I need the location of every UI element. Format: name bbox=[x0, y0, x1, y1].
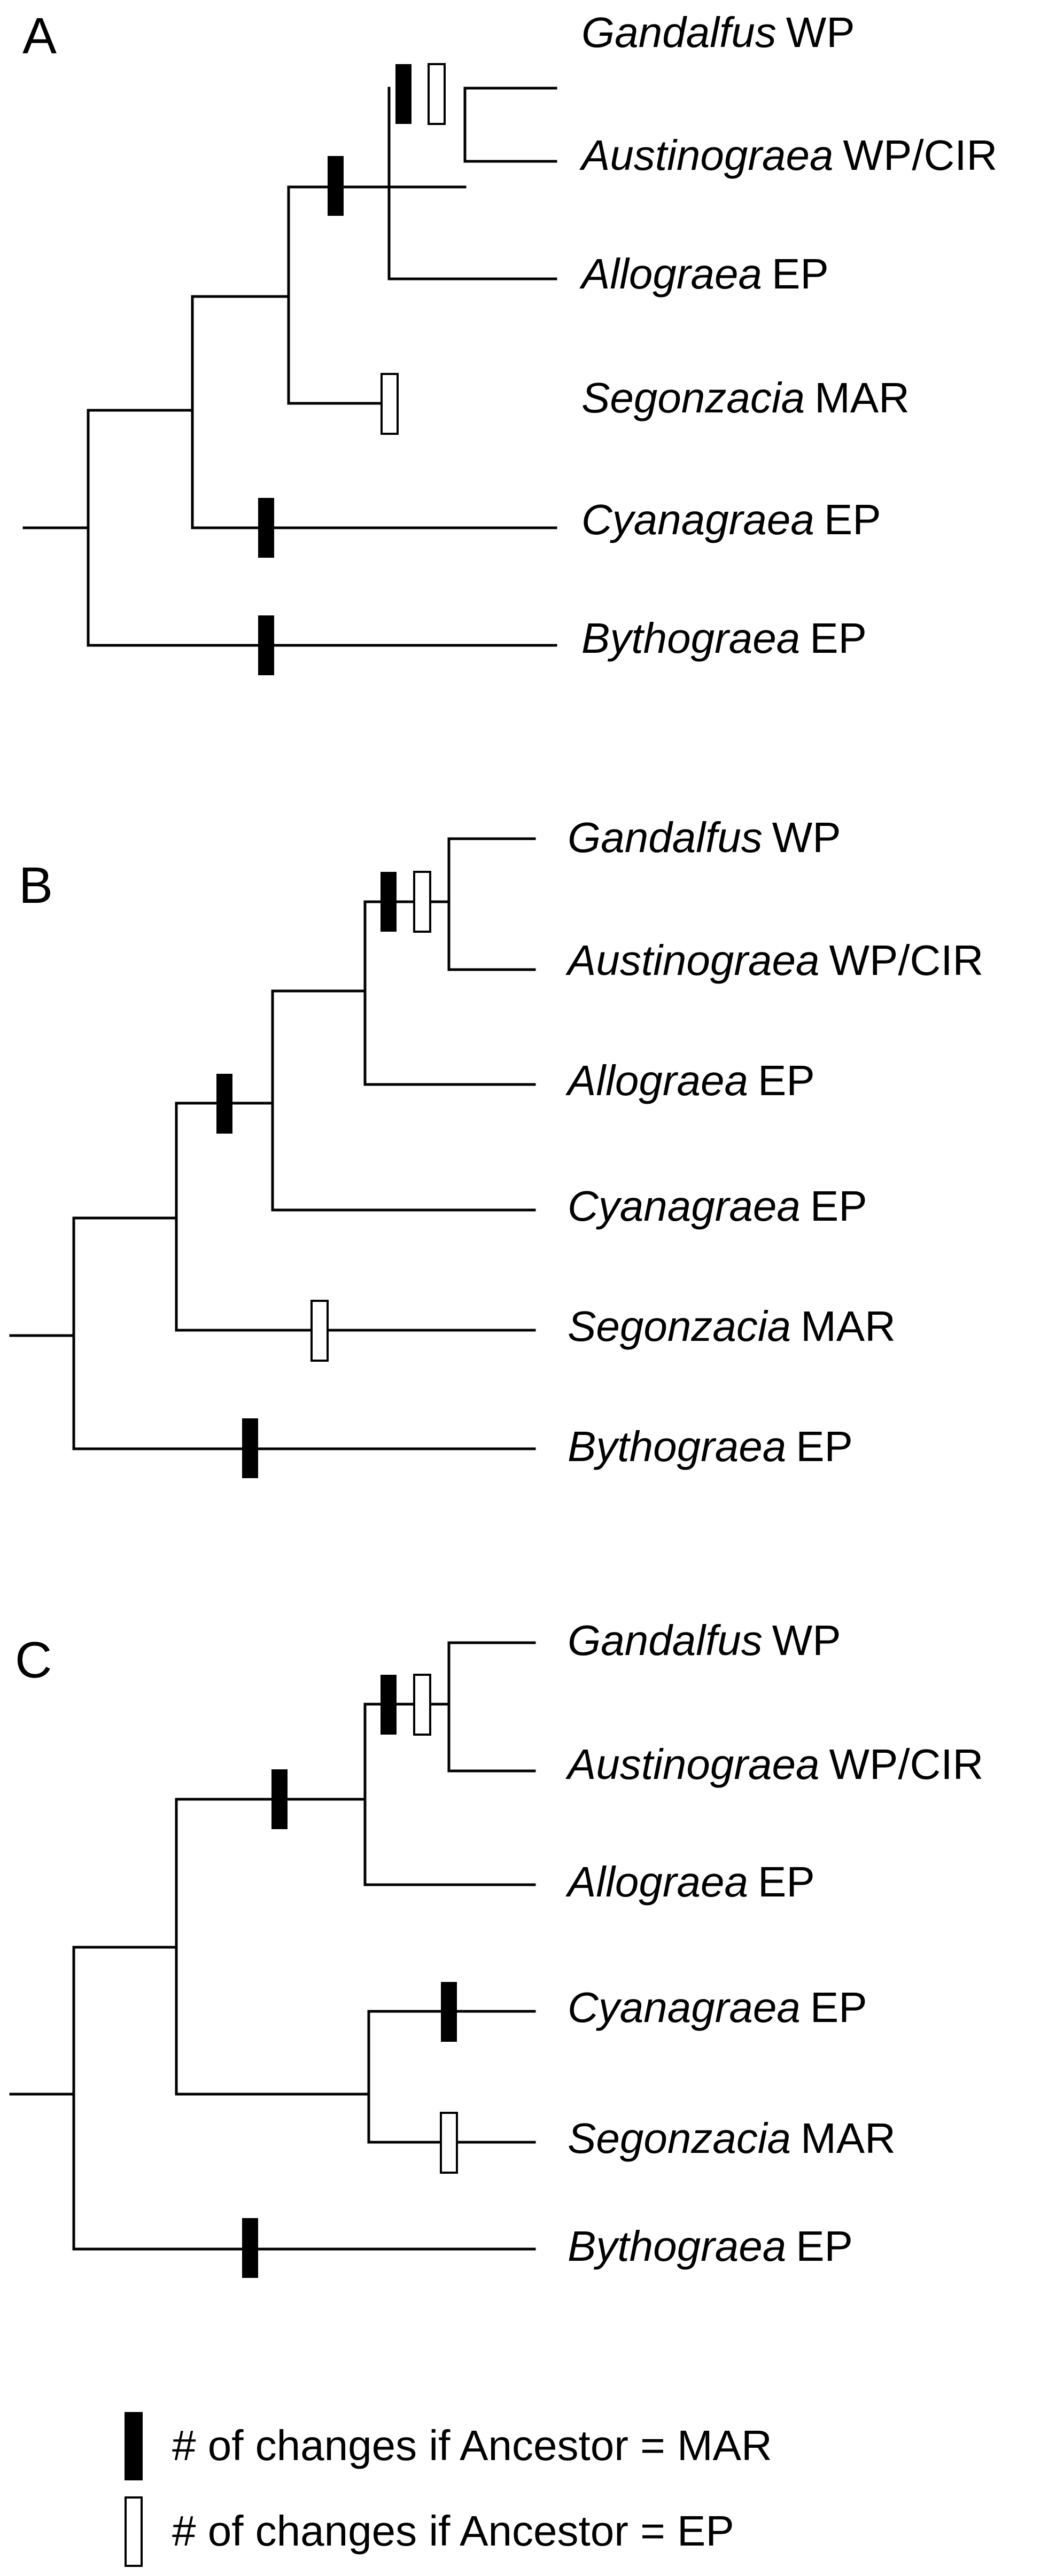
ep-change-marker bbox=[428, 63, 446, 125]
panel-label-a: A bbox=[22, 7, 57, 65]
mar-change-marker bbox=[258, 498, 274, 558]
tree-b-taxa: Gandalfus WP Austinograea WP/CIR Allograea… bbox=[565, 814, 983, 1470]
ep-change-marker bbox=[413, 1674, 431, 1736]
taxon-label: Cyanagraea EP bbox=[568, 1182, 867, 1230]
mar-change-marker bbox=[441, 1982, 457, 2042]
taxon-label: Segonzacia MAR bbox=[568, 1302, 896, 1350]
mar-change-marker bbox=[258, 615, 274, 675]
tree-b-branches bbox=[9, 837, 536, 1450]
tree-b-markers bbox=[216, 871, 431, 1478]
taxon-label: Bythograea EP bbox=[568, 1423, 853, 1470]
tree-a-taxa: Gandalfus WP Austinograea WP/CIR Allograea… bbox=[579, 9, 997, 662]
panel-label-b: B bbox=[19, 857, 53, 914]
taxon-label: Austinograea WP/CIR bbox=[565, 936, 983, 984]
panel-c: C Gandalfus W bbox=[9, 1617, 983, 2278]
mar-change-marker bbox=[381, 1675, 397, 1735]
mar-change-marker bbox=[216, 1074, 232, 1134]
ep-change-marker bbox=[310, 1300, 329, 1362]
taxon-label: Segonzacia MAR bbox=[568, 2114, 896, 2162]
mar-change-marker bbox=[381, 872, 397, 932]
mar-change-marker bbox=[125, 2412, 143, 2480]
taxon-label: Gandalfus WP bbox=[581, 9, 855, 56]
mar-change-marker bbox=[395, 64, 411, 124]
taxon-label: Cyanagraea EP bbox=[581, 496, 881, 543]
panel-b: B Gandalfus WP bbox=[9, 814, 983, 1478]
mar-change-marker bbox=[271, 1769, 288, 1829]
tree-a-branches bbox=[22, 87, 557, 647]
mar-change-marker bbox=[328, 156, 344, 216]
tree-c-taxa: Gandalfus WP Austinograea WP/CIR Allograea… bbox=[565, 1617, 983, 2270]
taxon-label: Bythograea EP bbox=[568, 2222, 853, 2270]
ep-change-marker bbox=[440, 2112, 458, 2174]
taxon-label: Allograea EP bbox=[565, 1858, 815, 1906]
panel-a: A Gandalfus W bbox=[22, 7, 997, 675]
legend-ep-label: # of changes if Ancestor = EP bbox=[172, 2507, 734, 2555]
tree-a-markers bbox=[258, 63, 446, 675]
taxon-label: Allograea EP bbox=[579, 250, 829, 298]
mar-change-marker bbox=[242, 1418, 258, 1478]
tree-c-markers bbox=[242, 1674, 458, 2278]
legend-mar-label: # of changes if Ancestor = MAR bbox=[172, 2422, 772, 2469]
ep-change-marker bbox=[381, 373, 399, 435]
taxon-label: Austinograea WP/CIR bbox=[565, 1740, 983, 1788]
ep-change-marker bbox=[125, 2496, 143, 2567]
legend: # of changes if Ancestor = MAR # of chan… bbox=[125, 2412, 772, 2567]
taxon-label: Gandalfus WP bbox=[568, 814, 841, 861]
taxon-label: Gandalfus WP bbox=[568, 1617, 841, 1664]
taxon-label: Segonzacia MAR bbox=[581, 374, 910, 421]
taxon-label: Allograea EP bbox=[565, 1057, 815, 1104]
panel-label-c: C bbox=[15, 1632, 52, 1689]
taxon-label: Cyanagraea EP bbox=[568, 1984, 867, 2031]
taxon-label: Austinograea WP/CIR bbox=[579, 131, 997, 179]
mar-change-marker bbox=[242, 2218, 258, 2278]
taxon-label: Bythograea EP bbox=[581, 614, 867, 662]
ep-change-marker bbox=[413, 871, 431, 933]
